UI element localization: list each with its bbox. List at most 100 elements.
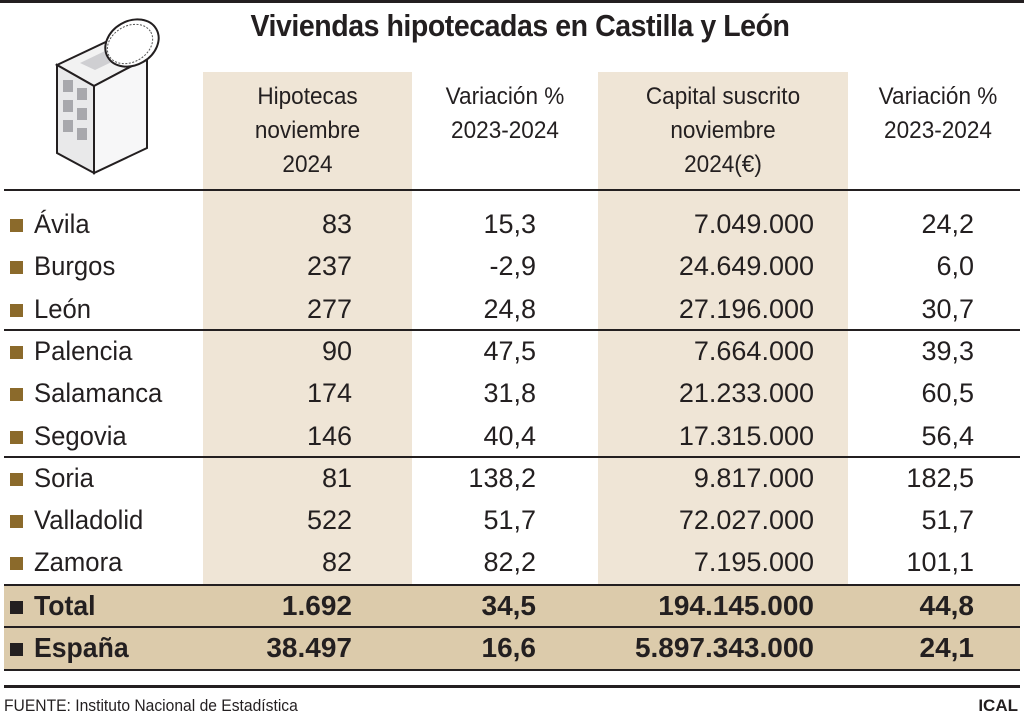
table-row: Segovia 146 40,4 17.315.000 56,4 [0,415,1024,457]
row-name: Salamanca [34,378,163,409]
divider [4,626,1020,628]
header-variacion-1: Variación % 2023-2024 [416,80,595,148]
cell-value: 182,5 [906,462,974,493]
cell-value: 60,5 [921,378,974,409]
table-row: Burgos 237 -2,9 24.649.000 6,0 [0,245,1024,287]
credit: ICAL [978,696,1018,715]
cell-value: 81 [321,462,352,493]
cell-value: 522 [306,505,352,536]
header-capital: Capital suscrito noviembre 2024(€) [606,80,841,182]
row-name: Ávila [34,209,90,239]
cell-value: -2,9 [489,251,536,282]
table-row: Ávila 83 15,3 7.049.000 24,2 [0,203,1024,245]
table-row: León 277 24,8 27.196.000 30,7 [0,288,1024,330]
row-name: España [34,632,129,664]
header-line: Hipotecas [257,83,358,110]
row-name: Burgos [34,251,116,282]
cell-value: 138,2 [468,462,536,493]
cell-value: 38.497 [266,632,352,664]
header-line: 2024 [282,151,333,178]
divider [4,189,1020,191]
cell-value: 6,0 [936,251,974,282]
divider [4,669,1020,671]
cell-value: 24,1 [919,632,975,664]
header-line: 2023-2024 [884,117,992,144]
cell-value: 24,2 [921,209,974,239]
cell-value: 237 [306,251,352,282]
cell-value: 277 [306,293,352,324]
top-rule [0,0,1024,3]
building-coin-icon [54,18,160,175]
cell-value: 51,7 [483,505,536,536]
header-line: noviembre [670,117,776,144]
table-row: Valladolid 522 51,7 72.027.000 51,7 [0,499,1024,541]
cell-value: 34,5 [481,590,537,621]
cell-value: 146 [306,420,352,451]
header-variacion-2: Variación % 2023-2024 [853,80,1022,148]
row-name: Palencia [34,335,133,366]
cell-value: 17.315.000 [678,420,814,451]
cell-value: 101,1 [906,547,974,578]
cell-value: 7.049.000 [693,209,814,239]
cell-value: 47,5 [483,335,536,366]
table-row: Palencia 90 47,5 7.664.000 39,3 [0,330,1024,372]
header-line: Capital suscrito [645,83,801,110]
cell-value: 5.897.343.000 [634,632,814,664]
header-line: Variación % [445,83,565,110]
cell-value: 31,8 [483,378,536,409]
cell-value: 39,3 [921,335,974,366]
column-bg-capital [598,72,848,585]
bullet-marker [10,430,23,444]
table-row: Salamanca 174 31,8 21.233.000 60,5 [0,372,1024,414]
cell-value: 1.692 [281,590,352,621]
cell-value: 24.649.000 [678,251,814,282]
column-bg-hipotecas [203,72,412,585]
bullet-marker [10,601,23,614]
table-row: Total 1.692 34,5 194.145.000 44,8 [0,585,1024,627]
divider [4,584,1020,586]
cell-value: 72.027.000 [678,505,814,536]
divider [4,329,1020,331]
cell-value: 40,4 [483,420,536,451]
cell-value: 7.664.000 [693,335,814,366]
cell-value: 9.817.000 [693,462,814,493]
table-row: España 38.497 16,6 5.897.343.000 24,1 [0,627,1024,669]
cell-value: 194.145.000 [658,590,814,621]
bullet-marker [10,472,23,486]
cell-value: 174 [306,378,352,409]
table-row: Soria 81 138,2 9.817.000 182,5 [0,457,1024,499]
chart-title: Viviendas hipotecadas en Castilla y León [250,8,790,43]
source-note: FUENTE: Instituto Nacional de Estadístic… [4,696,298,715]
bullet-marker [10,303,23,317]
cell-value: 51,7 [921,505,974,536]
row-name: León [34,293,92,324]
cell-value: 56,4 [921,420,974,451]
bullet-marker [10,345,23,359]
row-name: Segovia [34,420,127,451]
table-row: Zamora 82 82,2 7.195.000 101,1 [0,541,1024,583]
row-name: Zamora [34,547,123,578]
header-line: noviembre [254,117,361,144]
header-hipotecas: Hipotecas noviembre 2024 [209,80,405,182]
cell-value: 82 [321,547,352,578]
cell-value: 24,8 [483,293,536,324]
cell-value: 44,8 [919,590,975,621]
bullet-marker [10,643,23,657]
cell-value: 82,2 [483,547,536,578]
divider [4,685,1020,688]
row-name: Soria [34,462,94,493]
bullet-marker [10,261,23,275]
cell-value: 15,3 [483,209,536,239]
cell-value: 90 [321,335,352,366]
cell-value: 27.196.000 [678,293,814,324]
row-name: Total [34,590,96,621]
header-line: 2024(€) [684,151,762,178]
cell-value: 16,6 [481,632,537,664]
row-name: Valladolid [34,505,144,536]
bullet-marker [10,219,23,232]
cell-value: 30,7 [921,293,974,324]
header-line: 2023-2024 [451,117,559,144]
bullet-marker [10,557,23,571]
bullet-marker [10,515,23,529]
header-line: Variación % [878,83,998,110]
